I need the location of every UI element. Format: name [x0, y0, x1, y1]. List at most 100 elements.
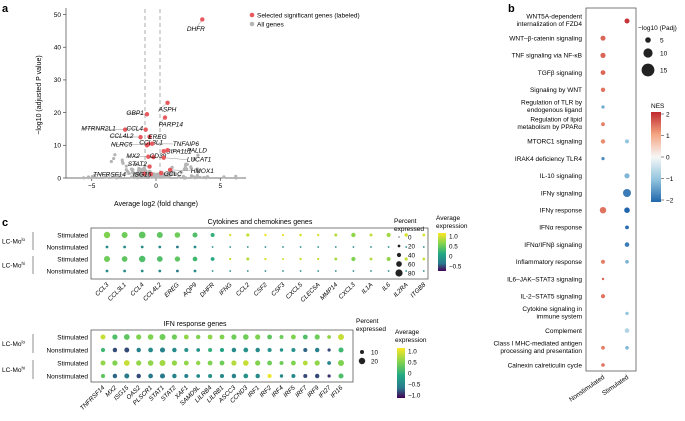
c-ifn-row-labels: StimulatedNonstimulatedStimulatedNonstim… — [2, 334, 88, 380]
b-pathway-label-line: endogenous ligand — [527, 107, 582, 114]
a-y-tick-label: 10 — [54, 143, 62, 150]
c-dot — [101, 374, 105, 378]
a-y-axis-label: −log10 (adjusted P value) — [36, 55, 43, 134]
b-dot — [601, 363, 605, 367]
b-dot — [601, 294, 605, 298]
c-dot — [196, 361, 200, 365]
c-dot — [101, 361, 106, 366]
a-gene-label-hmox1: HMOX1 — [191, 168, 215, 175]
a-x-tick-label: −5 — [88, 183, 96, 190]
c-dot — [282, 270, 284, 272]
a-y-tick-label: 0 — [57, 175, 61, 182]
b-dot — [601, 88, 605, 92]
c-dot — [370, 270, 372, 272]
c-dot — [267, 335, 272, 340]
c-dot — [291, 361, 296, 366]
c-ifn-percent-title-1: Percent — [356, 318, 379, 325]
a-gene-point — [234, 175, 237, 178]
c-dot — [353, 246, 355, 248]
c-dot — [212, 270, 214, 272]
c-ifn-percent-value: 20 — [371, 358, 379, 365]
c-dot — [255, 374, 259, 378]
c-cytokine-percent-value: 80 — [408, 270, 416, 277]
c-gene-label: AQP9 — [181, 281, 199, 299]
c-dot — [208, 348, 212, 352]
c-dot — [335, 270, 337, 272]
c-dot — [351, 233, 355, 237]
a-gene-leader — [164, 158, 187, 160]
c-dot — [211, 233, 215, 237]
c-dot — [423, 246, 425, 248]
c-gene-label: IRF1 — [247, 384, 262, 399]
c-dot — [220, 335, 225, 340]
c-gene-label: MMP14 — [319, 281, 340, 302]
a-gene-marker-dhfr — [200, 17, 204, 21]
c-dot — [231, 360, 236, 365]
c-dot — [175, 232, 181, 238]
c-dot — [157, 232, 163, 238]
c-cytokine-percent-dot — [398, 245, 401, 248]
a-legend-selected-marker — [250, 13, 255, 18]
panel-b-label: b — [508, 3, 515, 15]
a-gene-point — [222, 175, 225, 178]
a-gene-point — [121, 162, 124, 165]
b-color-legend-bar — [651, 112, 661, 202]
c-dot — [387, 233, 391, 237]
a-gene-label-isg15: ISG15 — [133, 172, 152, 179]
a-x-tick-label: 5 — [218, 183, 222, 190]
panel-c: c Cytokines and chemokines genes Stimula… — [2, 215, 468, 412]
c-group-label: LC-Mohi — [2, 365, 25, 374]
c-dot — [113, 348, 117, 352]
a-gene-marker-lucat1 — [162, 156, 166, 160]
b-pathway-label-line: processing and presentation — [500, 348, 582, 355]
c-dot — [370, 258, 373, 261]
c-group-label-sup: lo — [22, 237, 26, 242]
c-ifn-percent-title-2: expressed — [356, 326, 386, 333]
b-dot — [623, 189, 631, 197]
c-dot — [282, 234, 284, 236]
c-dot — [423, 270, 425, 272]
a-gene-label-asph: ASPH — [158, 107, 177, 114]
a-gene-point — [193, 176, 196, 179]
c-dot — [422, 258, 425, 261]
b-pathway-label-line: WNT5A-dependent — [526, 14, 582, 21]
c-ifn-avg-ticks: 1.00.50−0.5−1.0 — [408, 348, 421, 399]
c-dot — [334, 234, 337, 237]
c-dot — [229, 270, 231, 272]
b-pathway-label-line: internalization of FZD4 — [517, 21, 583, 28]
b-size-legend: −log10 (Padj) 5 10 15 — [638, 25, 677, 76]
a-gene-marker-asph — [165, 101, 169, 105]
c-dot — [370, 246, 372, 248]
b-dot — [625, 328, 630, 333]
c-cytokine-avg-tick: 1.0 — [449, 233, 458, 240]
a-gene-label-mx2: MX2 — [126, 153, 140, 160]
a-gene-label-stat2: STAT2 — [128, 161, 148, 168]
b-pathway-label: IL6–JAK–STAT3 signaling — [507, 276, 582, 283]
c-cytokine-dots — [104, 232, 425, 273]
c-dot — [157, 256, 163, 262]
c-gene-label: CCL4L2 — [142, 281, 164, 303]
c-dot — [196, 335, 200, 339]
b-size-legend-val-15: 15 — [660, 68, 668, 75]
b-pathway-label: IL-10 signaling — [540, 173, 583, 180]
c-dot — [327, 361, 331, 365]
b-size-legend-val-5: 5 — [660, 38, 664, 45]
c-dot — [255, 334, 260, 339]
c-cytokine-percent-value: 60 — [408, 261, 416, 268]
c-dot — [148, 334, 154, 340]
c-cytokine-avg-ticks: 1.00.50−0.5 — [449, 233, 462, 270]
c-gene-label: CLEC5A — [299, 281, 321, 303]
b-dot — [625, 226, 629, 230]
b-nes-tick-label: 2 — [666, 111, 670, 118]
a-gene-point — [198, 176, 201, 179]
b-dot — [625, 139, 629, 143]
panel-a-label: a — [2, 3, 9, 15]
c-dot — [106, 246, 109, 249]
c-dot — [193, 233, 198, 238]
c-dot — [255, 348, 259, 352]
b-size-legend-title: −log10 (Padj) — [638, 25, 677, 32]
